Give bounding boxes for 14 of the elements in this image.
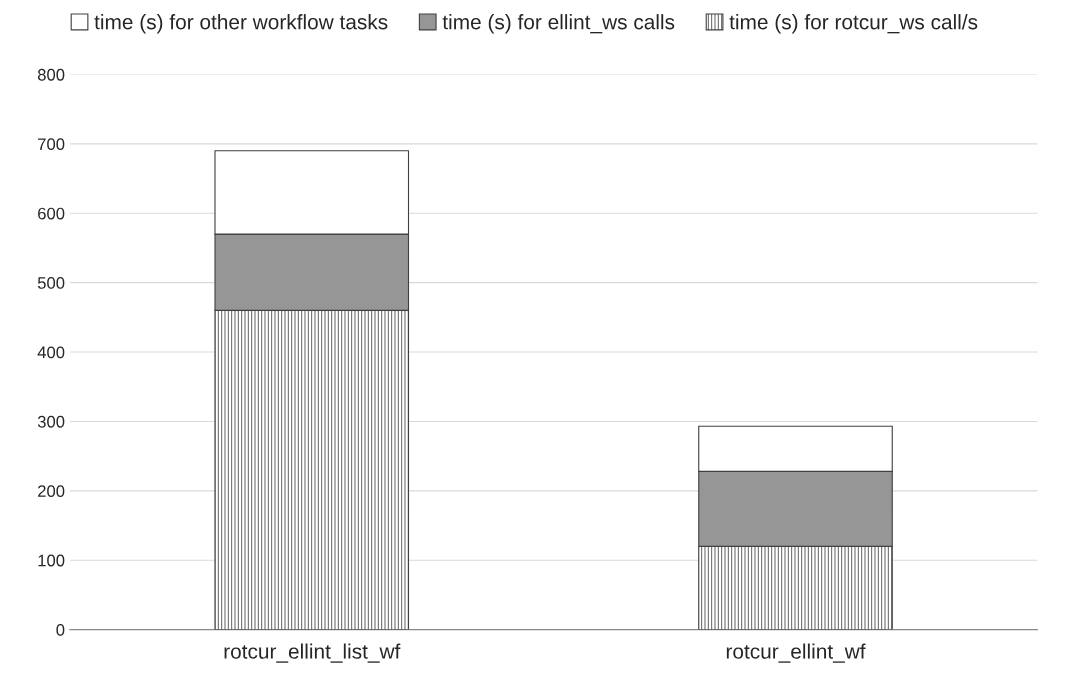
y-tick-label: 600 — [38, 207, 65, 220]
y-tick-label: 800 — [37, 68, 65, 81]
x-tick-label: rotcur_ellint_list_wf — [224, 643, 401, 663]
y-tick-label: 0 — [56, 624, 65, 636]
y-tick-label: 400 — [37, 346, 65, 359]
y-tick-label: 100 — [38, 554, 65, 567]
y-tick-label: 200 — [38, 485, 65, 498]
y-tick-label: 700 — [38, 138, 65, 151]
legend-label: time (s) for ellint_ws calls — [442, 14, 675, 34]
legend-label: time (s) for rotcur_ws call/s — [729, 14, 978, 34]
legend-label: time (s) for other workflow tasks — [94, 14, 388, 34]
x-tick-label: rotcur_ellint_wf — [726, 643, 866, 663]
y-tick-label: 300 — [37, 415, 65, 428]
y-tick-label: 500 — [37, 277, 65, 289]
